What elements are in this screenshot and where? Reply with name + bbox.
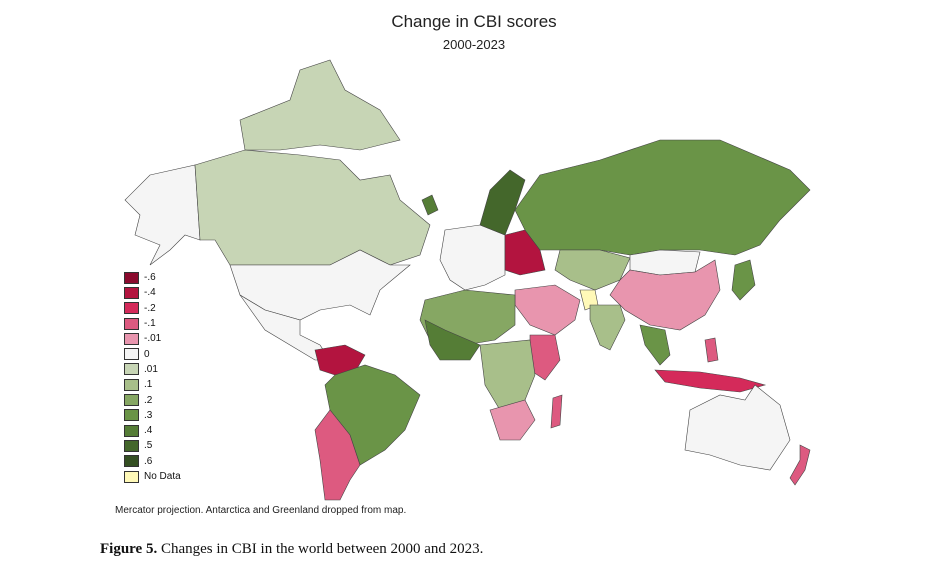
legend-label: -.4 (144, 287, 156, 299)
legend-entry: -.6 (124, 270, 181, 285)
legend-swatch (124, 332, 139, 345)
legend-entry: -.2 (124, 301, 181, 316)
region-argentina-chile (314, 409, 361, 501)
region-india (589, 304, 626, 351)
caption-text: Changes in CBI in the world between 2000… (157, 541, 484, 557)
legend-label: .3 (144, 409, 153, 421)
legend-label: -.2 (144, 302, 156, 314)
map-note: Mercator projection. Antarctica and Gree… (115, 505, 407, 516)
region-philippines (704, 337, 719, 363)
region-uk (421, 194, 439, 216)
legend-entry: -.4 (124, 285, 181, 300)
legend-swatch (124, 317, 139, 330)
legend-swatch (124, 363, 139, 376)
legend-entry: .3 (124, 408, 181, 423)
legend-entry: .5 (124, 438, 181, 453)
figure-label: Figure 5. (100, 541, 158, 557)
legend-label: -.1 (144, 318, 156, 330)
region-madagascar (550, 394, 563, 429)
region-australia (684, 384, 791, 471)
legend-swatch (124, 409, 139, 422)
legend-entry: 0 (124, 346, 181, 361)
region-canada (194, 149, 431, 266)
legend-entry: No Data (124, 469, 181, 484)
region-europe (439, 224, 506, 291)
legend-entry: .2 (124, 392, 181, 407)
legend-swatch (124, 470, 139, 483)
legend-entry: .4 (124, 423, 181, 438)
legend-label: .01 (144, 363, 158, 375)
region-southern-africa (489, 399, 536, 441)
legend-label: .5 (144, 440, 153, 452)
legend-swatch (124, 271, 139, 284)
region-southeast-asia (639, 324, 671, 366)
legend-swatch (124, 378, 139, 391)
legend-label: .6 (144, 455, 153, 467)
region-indonesia (654, 369, 767, 393)
legend-entry: .6 (124, 454, 181, 469)
legend-swatch (124, 424, 139, 437)
figure-caption: Figure 5. Changes in CBI in the world be… (100, 541, 483, 558)
legend-swatch (124, 348, 139, 361)
legend-entry: .01 (124, 362, 181, 377)
region-alaska (124, 164, 201, 266)
region-middle-east (514, 284, 581, 336)
legend-label: -.6 (144, 272, 156, 284)
legend-swatch (124, 394, 139, 407)
region-china (609, 259, 721, 331)
region-japan (731, 259, 756, 301)
region-central-africa (479, 339, 536, 411)
map-legend: -.6 -.4 -.2 -.1 -.01 0 .01 .1 .2 .3 .4 .5 .6 No Data (124, 270, 181, 484)
legend-entry: -.1 (124, 316, 181, 331)
legend-label: .4 (144, 425, 153, 437)
legend-entry: -.01 (124, 331, 181, 346)
region-mongolia (629, 249, 701, 276)
region-brazil (324, 364, 421, 466)
legend-entry: .1 (124, 377, 181, 392)
legend-swatch (124, 302, 139, 315)
legend-label: 0 (144, 348, 150, 360)
legend-label: .1 (144, 379, 153, 391)
legend-label: No Data (144, 471, 181, 482)
region-russia (514, 139, 811, 256)
legend-label: -.01 (144, 333, 162, 345)
legend-swatch (124, 455, 139, 468)
legend-swatch (124, 439, 139, 452)
map-title: Change in CBI scores (391, 12, 557, 31)
region-scandinavia (479, 169, 526, 236)
region-central-asia (554, 249, 631, 291)
legend-swatch (124, 286, 139, 299)
map-subtitle: 2000-2023 (442, 37, 506, 52)
region-canada-arctic (239, 59, 401, 151)
region-new-zealand (789, 444, 811, 486)
region-west-africa (424, 319, 481, 361)
legend-label: .2 (144, 394, 153, 406)
